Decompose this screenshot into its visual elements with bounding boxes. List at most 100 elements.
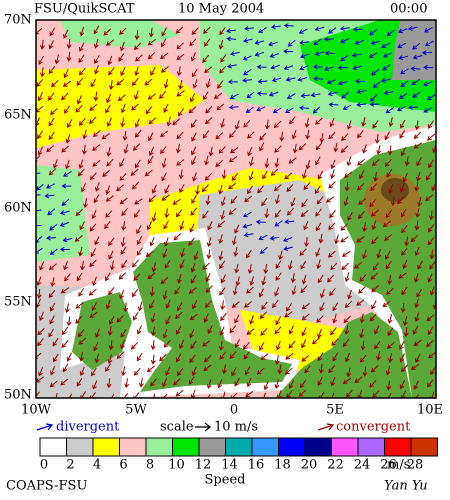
wind-arrow (413, 142, 423, 149)
wind-arrow (362, 366, 368, 377)
wind-arrow (288, 340, 296, 349)
wind-arrow (165, 366, 171, 376)
wind-arrow (226, 36, 237, 42)
wind-arrow (274, 379, 280, 389)
wind-arrow (411, 79, 420, 86)
wind-arrow (80, 183, 86, 193)
wind-arrow (94, 182, 100, 192)
wind-arrow (101, 133, 110, 140)
wind-arrow (398, 28, 408, 34)
wind-arrow (59, 246, 70, 252)
lon-label: 5W (125, 403, 147, 418)
wind-arrow (66, 119, 73, 128)
wind-arrow (417, 260, 423, 270)
wind-arrow (371, 220, 377, 231)
wind-arrow (116, 78, 125, 86)
wind-arrow (136, 225, 142, 235)
wind-arrow (276, 389, 282, 398)
wind-arrow (318, 233, 324, 244)
wind-arrow (372, 390, 380, 398)
wind-arrow (190, 207, 197, 216)
wind-arrow (429, 286, 435, 296)
wind-arrow (122, 393, 129, 398)
wind-arrow (287, 207, 294, 216)
wind-arrow (329, 210, 336, 219)
wind-arrow (65, 159, 70, 170)
wind-arrow (191, 27, 199, 35)
wind-arrow (150, 340, 156, 351)
wind-arrow (63, 260, 68, 271)
wind-arrow (120, 103, 126, 114)
scale-box (92, 437, 120, 457)
wind-arrow (122, 130, 128, 141)
wind-arrow (283, 246, 293, 251)
wind-arrow (330, 159, 336, 170)
wind-arrow (148, 146, 155, 156)
wind-arrow (78, 337, 87, 345)
wind-arrow (315, 142, 323, 151)
scale-box (172, 437, 200, 457)
wind-arrow (264, 208, 270, 219)
wind-arrow (204, 116, 213, 125)
wind-arrow (219, 326, 225, 336)
wind-arrow (229, 130, 237, 139)
wind-arrow (301, 303, 310, 310)
wind-arrow (179, 220, 185, 231)
wind-arrow (61, 92, 69, 101)
wind-arrow (63, 171, 72, 177)
scale-box (331, 437, 359, 457)
wind-arrow (388, 117, 394, 128)
wind-arrow (63, 105, 71, 114)
wind-arrow (385, 250, 391, 260)
wind-arrow (332, 302, 339, 312)
wind-arrow (202, 262, 210, 270)
wind-arrow (64, 303, 70, 314)
wind-arrow (219, 260, 226, 270)
wind-arrow (243, 119, 251, 128)
source: FSU/QuikSCAT (34, 2, 135, 17)
wind-arrow (213, 92, 223, 99)
wind-arrow (150, 378, 157, 387)
scale-label: 20 (301, 458, 318, 473)
wind-arrow (36, 194, 41, 196)
wind-arrow (229, 93, 239, 100)
wind-arrow (299, 248, 307, 256)
wind-arrow (108, 80, 114, 91)
scale-label: scale (160, 420, 194, 435)
wind-arrow (317, 352, 324, 362)
wind-arrow (427, 120, 434, 129)
wind-arrow (61, 183, 72, 189)
wind-arrow (49, 224, 58, 231)
wind-arrow (203, 38, 211, 47)
wind-arrow (413, 131, 422, 140)
wind-arrow (117, 94, 126, 102)
wind-arrow (371, 285, 379, 293)
wind-arrow (330, 327, 337, 336)
wind-arrow (425, 172, 432, 181)
wind-arrow (346, 120, 352, 130)
wind-arrow (352, 65, 363, 71)
wind-arrow (357, 130, 364, 139)
wind-arrow (39, 67, 45, 78)
wind-arrow (177, 302, 183, 311)
wind-arrow (427, 273, 433, 283)
wind-arrow (300, 285, 308, 294)
wind-arrow (263, 264, 269, 274)
wind-arrow (206, 379, 212, 390)
wind-arrow (92, 144, 101, 151)
wind-arrow (109, 315, 115, 325)
wind-arrow (165, 315, 171, 325)
wind-arrow (362, 222, 368, 233)
wind-arrow (268, 41, 278, 47)
wind-arrow (423, 107, 433, 113)
wind-arrow (324, 66, 334, 72)
wind-arrow (397, 196, 404, 205)
wind-arrow (274, 355, 280, 366)
wind-arrow (369, 379, 377, 388)
wind-arrow (220, 300, 226, 311)
wind-arrow (228, 156, 238, 163)
speed-title: Speed (205, 473, 246, 488)
wind-arrow (92, 159, 101, 167)
wind-arrow (298, 28, 308, 34)
wind-arrow (337, 65, 348, 71)
